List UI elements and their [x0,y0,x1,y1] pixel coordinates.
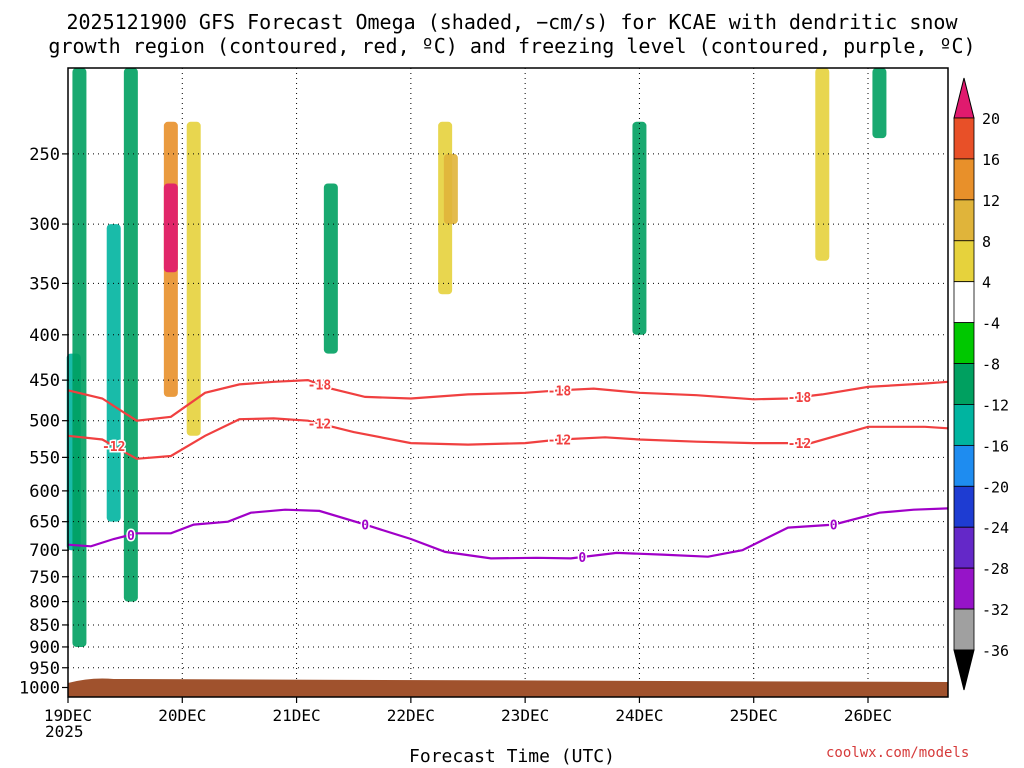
colorbar-top-arrow [953,77,975,119]
y-tick-label: 250 [29,145,60,165]
contour-label: -18 [548,384,572,399]
colorbar-label: -28 [982,560,1009,578]
omega-shaded-region [163,183,178,273]
chart-title-line2: growth region (contoured, red, ºC) and f… [48,34,976,58]
colorbar-band [953,608,975,651]
contour-label: 0 [578,551,586,566]
colorbar-label: 20 [982,110,1000,128]
contour-label: 0 [830,519,838,534]
x-tick-label: 21DEC [272,706,320,725]
omega-shaded-region [323,183,338,354]
contour-label: 0 [361,519,369,534]
y-tick-label: 600 [29,482,60,502]
x-axis-year-label: 2025 [45,722,84,741]
x-tick-label: 26DEC [844,706,892,725]
contour-line-0 [67,507,949,560]
colorbar-label: -36 [982,642,1009,660]
x-axis-title: Forecast Time (UTC) [409,746,615,767]
chart-title-line1: 2025121900 GFS Forecast Omega (shaded, −… [66,10,958,34]
colorbar-band [953,567,975,610]
contour-label: 0 [127,529,135,544]
omega-shaded-region [443,153,458,225]
colorbar-label: 12 [982,192,1000,210]
colorbar-label: 8 [982,233,991,251]
colorbar-label: 4 [982,274,991,292]
omega-shaded-region [106,224,121,522]
y-tick-label: 950 [29,659,60,679]
contour-line--18 [67,378,949,422]
colorbar-label: -32 [982,601,1009,619]
x-tick-label: 23DEC [501,706,549,725]
colorbar-band [953,444,975,487]
colorbar-band [953,485,975,528]
y-tick-label: 850 [29,616,60,636]
colorbar-label: -8 [982,356,1000,374]
colorbar-band [953,158,975,201]
colorbar-label: 16 [982,151,1000,169]
y-tick-label: 350 [29,274,60,294]
omega-shaded-region [72,68,87,647]
contour-label: -12 [548,433,571,448]
source-watermark: coolwx.com/models [826,745,970,761]
colorbar-band [953,322,975,364]
x-tick-label: 22DEC [387,706,435,725]
x-tick-label: 20DEC [158,706,206,725]
colorbar-label: -24 [982,519,1009,537]
y-tick-label: 450 [29,371,60,391]
omega-shaded-region [815,68,830,261]
plot-frame [67,67,949,698]
y-tick-label: 650 [29,513,60,533]
y-tick-label: 400 [29,326,60,346]
y-tick-label: 500 [29,412,60,432]
contour-label: -12 [308,418,331,433]
colorbar-bottom-arrow [953,649,975,691]
y-tick-label: 900 [29,638,60,658]
y-tick-label: 550 [29,448,60,468]
y-tick-label: 750 [29,568,60,588]
colorbar-label: -12 [982,396,1009,414]
y-tick-label: 300 [29,215,60,235]
colorbar-band [953,404,975,446]
colorbar-band [953,240,975,283]
colorbar-band [953,526,975,569]
x-tick-label: 19DEC [44,706,92,725]
colorbar-band [953,199,975,242]
contour-line--12 [67,417,949,460]
y-tick-label: 800 [29,593,60,613]
y-tick-label: 1000 [19,678,60,698]
x-tick-label: 24DEC [615,706,663,725]
plot-area [68,68,948,697]
omega-shaded-region [186,121,201,436]
colorbar-band [953,117,975,160]
terrain-surface [68,678,948,697]
omega-shaded-region [123,68,138,602]
omega-shaded-region [872,68,887,139]
colorbar-label: -16 [982,437,1009,455]
contour-label: -12 [788,437,811,452]
contour-label: -18 [788,391,812,406]
colorbar-label: -20 [982,478,1009,496]
y-tick-label: 700 [29,541,60,561]
x-tick-label: 25DEC [730,706,778,725]
contour-label: -12 [102,440,125,455]
contour-label: -18 [308,378,332,393]
colorbar-label: -4 [982,315,1000,333]
colorbar-band [953,281,975,324]
colorbar-band [953,363,975,405]
